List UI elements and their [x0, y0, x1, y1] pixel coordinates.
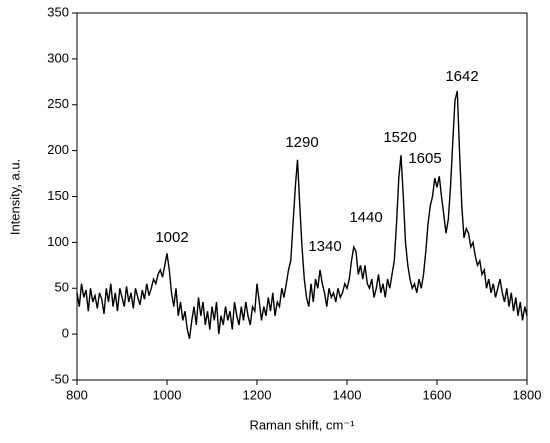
x-tick-label: 800: [66, 387, 88, 402]
plot-frame: [76, 12, 528, 381]
peak-label: 1520: [383, 129, 416, 146]
peak-label: 1290: [285, 134, 318, 151]
x-axis-label: Raman shift, cm⁻¹: [249, 417, 355, 432]
y-axis-label: Intensity, a.u.: [7, 159, 22, 235]
peak-label: 1605: [408, 150, 441, 167]
x-tick-label: 1000: [153, 387, 182, 402]
y-tick-label: -50: [50, 371, 69, 386]
peak-label: 1340: [308, 238, 341, 255]
y-tick-label: 0: [62, 326, 69, 341]
y-tick-label: 50: [55, 280, 69, 295]
x-tick-label: 1400: [333, 387, 362, 402]
spectrum-line: [76, 90, 528, 339]
x-tick-label: 1800: [513, 387, 542, 402]
y-tick-label: 250: [47, 96, 69, 111]
y-tick-label: 200: [47, 142, 69, 157]
y-tick-label: 150: [47, 188, 69, 203]
x-tick-label: 1200: [243, 387, 272, 402]
peak-label: 1440: [349, 209, 382, 226]
y-tick-label: 350: [47, 4, 69, 19]
peak-label: 1002: [155, 229, 188, 246]
x-tick-label: 1600: [423, 387, 452, 402]
peak-label: 1642: [445, 68, 478, 85]
y-tick-label: 100: [47, 234, 69, 249]
y-tick-label: 300: [47, 50, 69, 65]
